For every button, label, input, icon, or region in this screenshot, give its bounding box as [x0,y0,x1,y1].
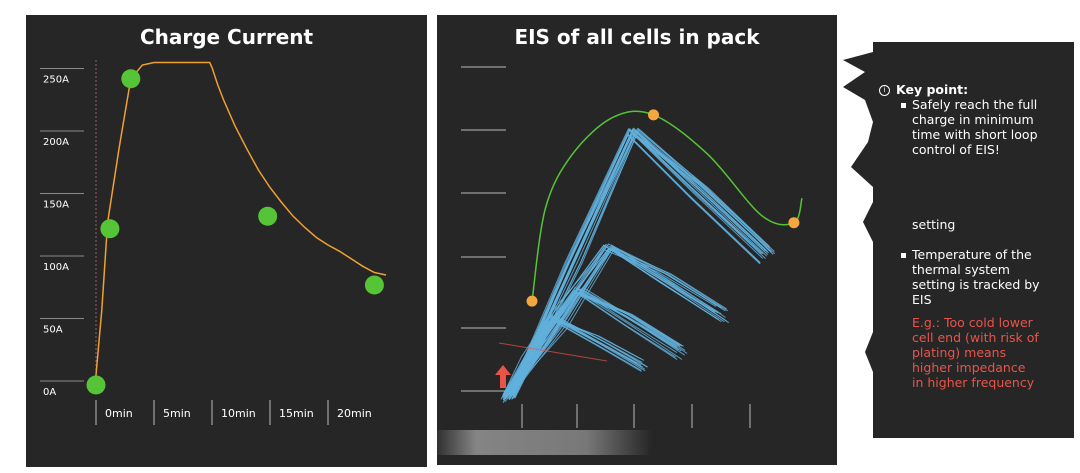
charge-current-panel: Charge Current 0A 50A 100A 150A 200A 250A 0min… [26,15,427,467]
y-tick-label: 50A [43,325,63,336]
cell-eis-trace [505,246,719,394]
key-point-callout: i Key point: Safely reach the full charg… [843,42,1074,438]
x-tick-label: 20min [337,407,372,420]
cell-eis-trace [502,289,676,397]
cell-eis-trace [511,128,768,394]
cell-eis-trace [502,314,642,398]
data-point-marker [258,206,278,226]
cell-eis-trace [504,245,718,395]
cell-eis-trace [512,128,769,395]
cell-eis-trace [506,243,722,399]
cell-eis-trace [504,316,648,403]
data-point-marker [364,275,384,295]
cell-eis-trace [511,133,767,400]
x-tick-label: 5min [163,407,191,420]
bullet-2-text: Temperature of the thermal system settin… [912,247,1040,307]
eis-marker [526,295,538,307]
eis-marker [648,109,659,121]
charge-current-chart: 0A 50A 100A 150A 200A 250A 0min 5min 10min 15min 2… [40,60,387,425]
eis-marker [788,217,800,229]
data-point-marker [100,219,120,239]
chart-title: EIS of all cells in pack [514,25,760,49]
callout-shape [843,42,1074,438]
cell-eis-trace [511,130,766,396]
cell-eis-trace [513,127,774,399]
cell-eis-trace [502,316,643,404]
eis-chart [461,66,803,428]
cell-eis-trace [500,315,638,400]
data-point-marker [86,375,106,395]
cell-eis-trace [506,247,722,394]
cell-eis-trace [504,249,717,396]
x-tick-label: 0min [105,407,133,420]
bullet-1-text: Safely reach the full charge in minimum … [912,97,1038,157]
x-tick-label: 15min [279,407,314,420]
x-tick-label: 10min [221,407,256,420]
cell-eis-trace [502,291,678,395]
y-tick-label: 150A [43,200,69,211]
cell-eis-trace [507,247,725,399]
cell-eis-trace [505,245,719,400]
y-tick-label: 0A [43,387,56,398]
bullet-marker [901,253,906,258]
cell-eis-trace [506,247,722,396]
chart-title: Charge Current [139,25,314,49]
cell-eis-trace [506,248,722,393]
data-point-marker [121,69,141,89]
cell-eis-trace [508,247,728,400]
y-tick-label: 250A [43,75,69,86]
y-tick-label: 100A [43,262,69,273]
cell-eis-trace [505,243,719,395]
cell-eis-trace [503,318,645,402]
key-point-heading: Key point: [896,82,969,97]
charge-current-line [92,61,387,386]
cell-eis-trace [514,129,775,397]
cell-eis-trace [509,128,762,393]
eis-panel: EIS of all cells in pack [437,15,837,465]
y-tick-label: 200A [43,137,69,148]
cell-eis-trace [509,133,761,399]
bullet-marker [901,103,906,108]
example-text: E.g.: Too cold lower cell end (with risk… [912,315,1039,390]
info-icon: i [879,85,890,96]
blurred-watermark [432,430,652,455]
reference-line [498,342,608,362]
up-arrow-icon [495,365,511,388]
orphan-text: setting [912,217,956,232]
